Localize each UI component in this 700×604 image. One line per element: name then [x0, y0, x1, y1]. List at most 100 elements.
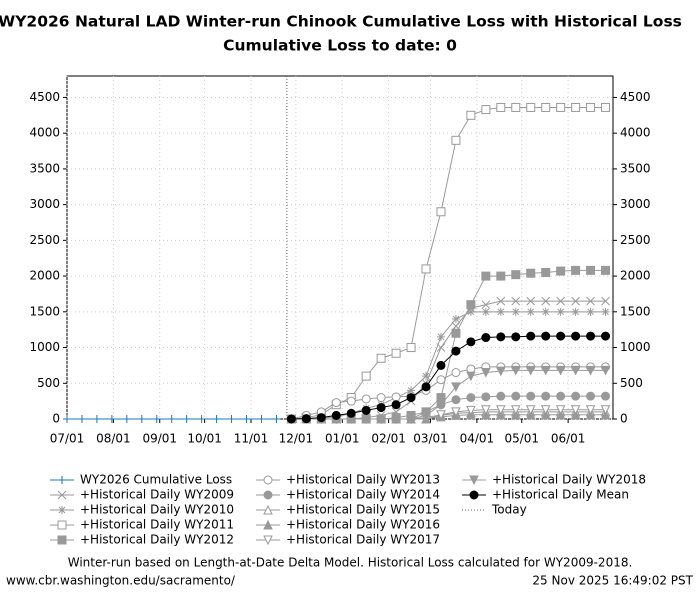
x-tick-label: 11/01 — [234, 432, 269, 446]
legend-marker — [58, 476, 66, 484]
marker — [481, 368, 491, 378]
x-tick-label: 05/01 — [504, 432, 539, 446]
marker — [466, 405, 476, 416]
note: Winter-run based on Length-at-Date Delta… — [68, 556, 633, 570]
y-tick-label: 3500 — [29, 161, 60, 175]
marker — [496, 332, 506, 342]
marker — [182, 415, 191, 423]
marker — [511, 102, 521, 112]
marker — [511, 270, 521, 280]
marker — [525, 365, 536, 376]
marker — [361, 394, 371, 404]
marker — [601, 307, 610, 316]
marker — [495, 366, 506, 377]
y-tick-label: 500 — [37, 376, 60, 390]
marker — [346, 408, 356, 418]
marker — [586, 296, 595, 306]
y2-tick-label: 4000 — [620, 126, 651, 140]
x-tick-label: 12/01 — [279, 432, 314, 446]
legend-label: +Historical Daily WY2012 — [80, 533, 234, 547]
timestamp: 25 Nov 2025 16:49:02 PST — [532, 574, 693, 588]
marker — [391, 348, 401, 358]
marker — [541, 391, 551, 401]
marker — [122, 415, 131, 423]
marker — [421, 382, 431, 392]
y2-tick-label: 1500 — [620, 304, 651, 318]
x-tick-label: 01/01 — [325, 432, 360, 446]
y-tick-label: 1500 — [29, 304, 60, 318]
marker — [391, 400, 401, 410]
y2-tick-label: 3000 — [620, 197, 651, 211]
marker — [526, 102, 536, 112]
marker — [63, 415, 71, 423]
y-tick-label: 2500 — [29, 233, 60, 247]
legend-label: +Historical Daily WY2018 — [492, 473, 646, 487]
marker — [541, 296, 551, 306]
marker — [510, 365, 521, 376]
legend-label: +Historical Daily WY2015 — [286, 503, 440, 517]
marker — [601, 391, 611, 401]
marker — [212, 415, 221, 423]
marker — [331, 410, 341, 420]
x-tick-label: 04/01 — [460, 432, 495, 446]
x-tick-label: 08/01 — [96, 432, 131, 446]
marker — [526, 296, 536, 306]
marker — [555, 365, 566, 376]
marker — [391, 392, 401, 402]
marker — [600, 405, 611, 415]
legend-label: +Historical Daily WY2013 — [286, 473, 440, 487]
marker — [541, 102, 551, 112]
marker — [466, 393, 476, 403]
marker — [466, 300, 476, 310]
marker — [556, 102, 566, 112]
marker — [511, 332, 521, 342]
marker — [526, 268, 536, 278]
marker — [376, 403, 386, 413]
marker — [586, 102, 596, 112]
x-tick-label: 10/01 — [187, 432, 222, 446]
legend-label: +Historical Daily WY2016 — [286, 518, 440, 532]
marker — [436, 400, 446, 410]
marker — [511, 391, 521, 401]
marker — [556, 307, 565, 316]
y-tick-label: 3000 — [29, 197, 60, 211]
legend-marker — [263, 535, 273, 546]
x-tick-label: 03/01 — [413, 432, 448, 446]
marker — [556, 296, 565, 306]
marker — [451, 368, 461, 378]
series-line — [291, 106, 606, 420]
marker — [361, 414, 371, 425]
marker — [555, 405, 566, 415]
marker — [197, 415, 206, 423]
marker — [481, 333, 491, 343]
series-line — [291, 369, 606, 420]
legend-label: WY2026 Cumulative Loss — [80, 473, 232, 487]
legend-marker — [57, 535, 67, 545]
series-line — [291, 311, 606, 420]
marker — [451, 135, 461, 145]
marker — [421, 264, 431, 274]
marker — [376, 414, 386, 425]
marker — [570, 405, 581, 415]
marker — [556, 331, 566, 341]
marker — [526, 307, 535, 316]
marker — [540, 405, 551, 415]
marker — [570, 365, 581, 376]
marker — [451, 395, 461, 405]
marker — [495, 405, 506, 415]
source: www.cbr.washington.edu/sacramento/ — [6, 574, 236, 588]
chart-title: WY2026 Natural LAD Winter-run Chinook Cu… — [0, 13, 682, 31]
marker — [496, 102, 506, 112]
y2-tick-label: 1000 — [620, 340, 651, 354]
marker — [436, 375, 446, 385]
legend-label: +Historical Daily WY2010 — [80, 503, 234, 517]
marker — [376, 353, 386, 363]
marker — [481, 392, 491, 402]
marker — [92, 415, 101, 423]
marker — [571, 296, 580, 306]
marker — [466, 307, 475, 316]
y-tick-label: 0 — [52, 412, 60, 426]
marker — [167, 415, 176, 423]
marker — [466, 337, 476, 347]
legend-marker — [263, 490, 273, 500]
